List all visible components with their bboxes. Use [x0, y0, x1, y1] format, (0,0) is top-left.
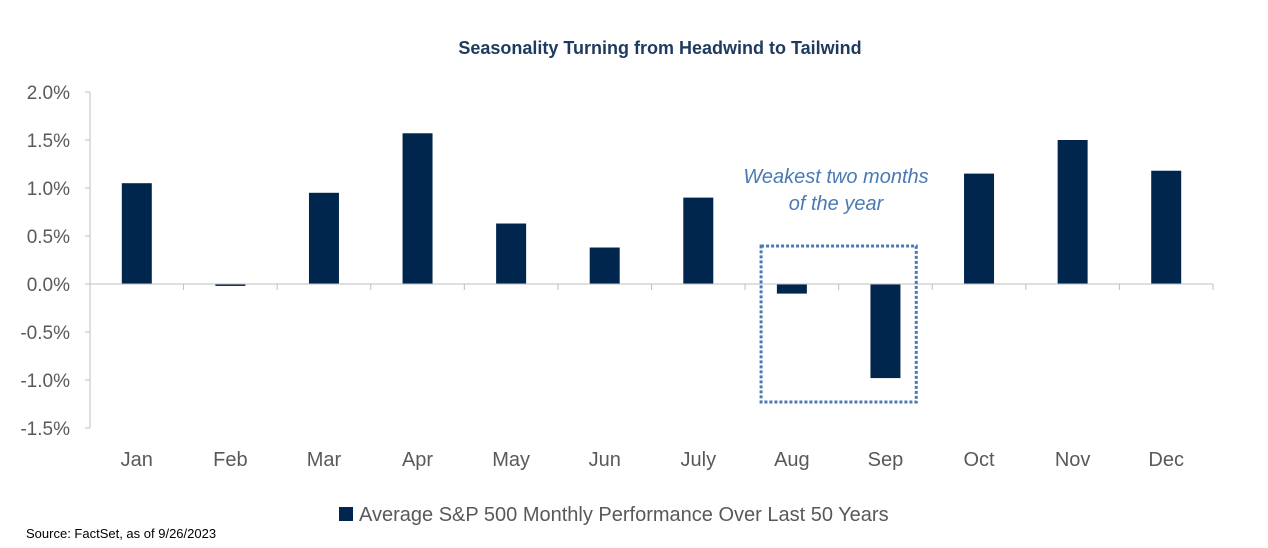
y-tick-label: 0.0% — [27, 275, 70, 296]
x-axis-tick-marks — [89, 284, 1214, 290]
y-axis-tick-labels: 2.0% 1.5% 1.0% 0.5% 0.0% -0.5% -1.0% -1.5% — [20, 83, 90, 440]
annotation-line-1: Weakest two months — [743, 166, 928, 188]
legend-swatch — [339, 507, 353, 521]
y-tick-label: -0.5% — [20, 323, 70, 344]
x-tick-label: May — [492, 449, 530, 471]
annotation: Weakest two months of the year — [743, 166, 929, 404]
y-tick-label: -1.5% — [20, 419, 70, 440]
bar-apr — [402, 133, 433, 284]
x-tick-label: Dec — [1148, 449, 1184, 471]
y-tick-label: 2.0% — [27, 83, 70, 104]
bar-feb — [215, 284, 246, 286]
x-tick-label: Feb — [213, 449, 247, 471]
chart-title: Seasonality Turning from Headwind to Tai… — [458, 38, 861, 58]
bar-oct — [964, 173, 995, 284]
bar-sep — [870, 284, 901, 379]
y-tick-label: 1.0% — [27, 179, 70, 200]
x-tick-label: Jun — [589, 449, 621, 471]
x-tick-label: Sep — [868, 449, 904, 471]
x-tick-label: Mar — [307, 449, 342, 471]
x-tick-label: Jan — [121, 449, 153, 471]
bar-aug — [776, 284, 807, 294]
bar-may — [496, 223, 527, 284]
legend: Average S&P 500 Monthly Performance Over… — [339, 504, 889, 526]
y-tick-label: -1.0% — [20, 371, 70, 392]
x-tick-label: Aug — [774, 449, 810, 471]
x-tick-label: July — [681, 449, 717, 471]
annotation-line-2: of the year — [789, 193, 885, 215]
bar-dec — [1151, 170, 1182, 284]
bar-jun — [589, 247, 620, 284]
y-tick-label: 0.5% — [27, 227, 70, 248]
bar-nov — [1057, 140, 1088, 284]
x-tick-label: Nov — [1055, 449, 1091, 471]
y-tick-label: 1.5% — [27, 131, 70, 152]
x-tick-label: Oct — [963, 449, 995, 471]
highlight-box — [759, 244, 918, 404]
x-tick-label: Apr — [402, 449, 433, 471]
legend-label: Average S&P 500 Monthly Performance Over… — [359, 504, 889, 526]
bar-jan — [121, 183, 152, 284]
x-axis-tick-labels: Jan Feb Mar Apr May Jun July Aug Sep Oct Nov Dec — [121, 449, 1184, 471]
bar-july — [683, 197, 714, 284]
source-note: Source: FactSet, as of 9/26/2023 — [26, 526, 216, 541]
bars — [121, 133, 1182, 379]
bar-mar — [308, 192, 339, 284]
